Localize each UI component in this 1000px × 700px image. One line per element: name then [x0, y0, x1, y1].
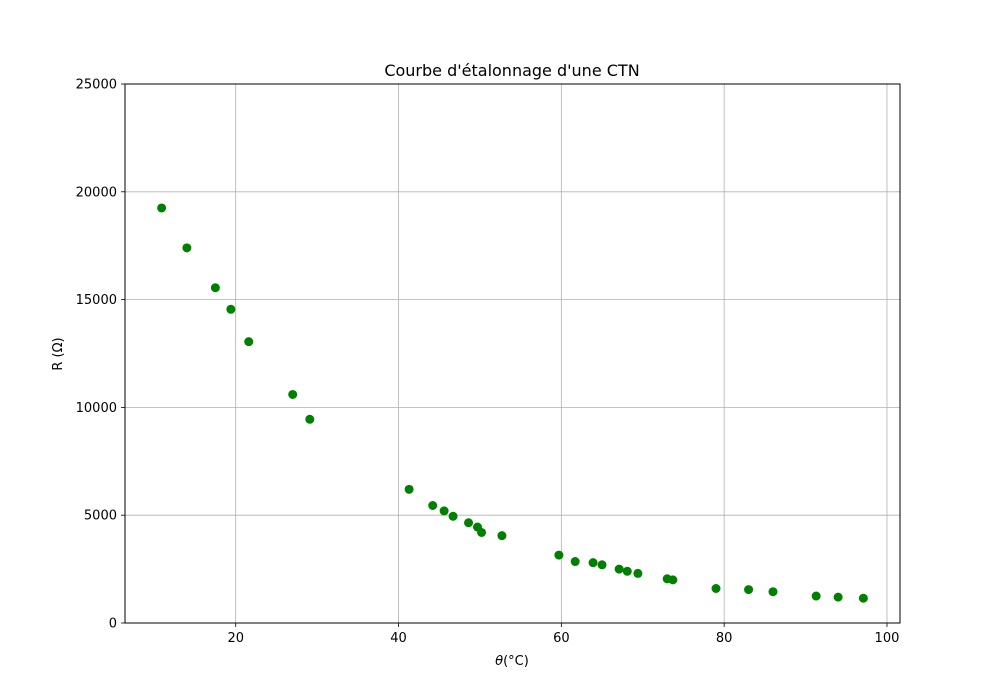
data-point [833, 592, 843, 602]
data-point [464, 518, 474, 528]
data-point [157, 203, 167, 213]
data-point [288, 389, 298, 399]
x-axis-symbol: θ [495, 654, 503, 669]
x-axis-unit: (°C) [503, 654, 529, 669]
data-point [597, 560, 607, 570]
data-point [305, 414, 315, 424]
data-point [210, 283, 220, 293]
x-axis-ticks: 20 40 60 80 100 [227, 623, 899, 646]
y-tick-label: 15000 [76, 293, 117, 308]
data-point [570, 557, 580, 567]
data-point [404, 484, 414, 494]
x-axis-label: θ(°C) [495, 654, 529, 669]
data-point [668, 575, 678, 585]
data-point [588, 558, 598, 568]
data-point [448, 511, 458, 521]
y-tick-label: 10000 [76, 401, 117, 416]
data-point [811, 591, 821, 601]
data-point [477, 527, 487, 537]
data-point [744, 585, 754, 595]
data-point [711, 584, 721, 594]
grid-lines [125, 84, 900, 623]
y-tick-label: 0 [109, 617, 117, 632]
x-tick-label: 100 [875, 631, 900, 646]
data-point [622, 566, 632, 576]
data-point [768, 587, 778, 597]
data-point [244, 337, 254, 347]
chart-title: Courbe d'étalonnage d'une CTN [384, 61, 639, 80]
y-axis-ticks: 0 5000 10000 15000 20000 25000 [76, 78, 125, 632]
y-tick-label: 5000 [84, 509, 117, 524]
x-tick-label: 80 [716, 631, 733, 646]
x-tick-label: 40 [390, 631, 407, 646]
data-points [157, 203, 868, 603]
data-point [633, 568, 643, 578]
data-point [614, 564, 624, 574]
data-point [439, 506, 449, 516]
y-tick-label: 25000 [76, 78, 117, 93]
plot-frame [124, 83, 901, 624]
data-point [428, 500, 438, 510]
data-point [554, 550, 564, 560]
data-point [226, 304, 236, 314]
x-tick-label: 20 [227, 631, 244, 646]
data-point [497, 531, 507, 541]
data-point [182, 243, 192, 253]
y-tick-label: 20000 [76, 185, 117, 200]
data-point [858, 593, 868, 603]
x-tick-label: 60 [553, 631, 570, 646]
y-axis-label: R (Ω) [51, 337, 66, 370]
